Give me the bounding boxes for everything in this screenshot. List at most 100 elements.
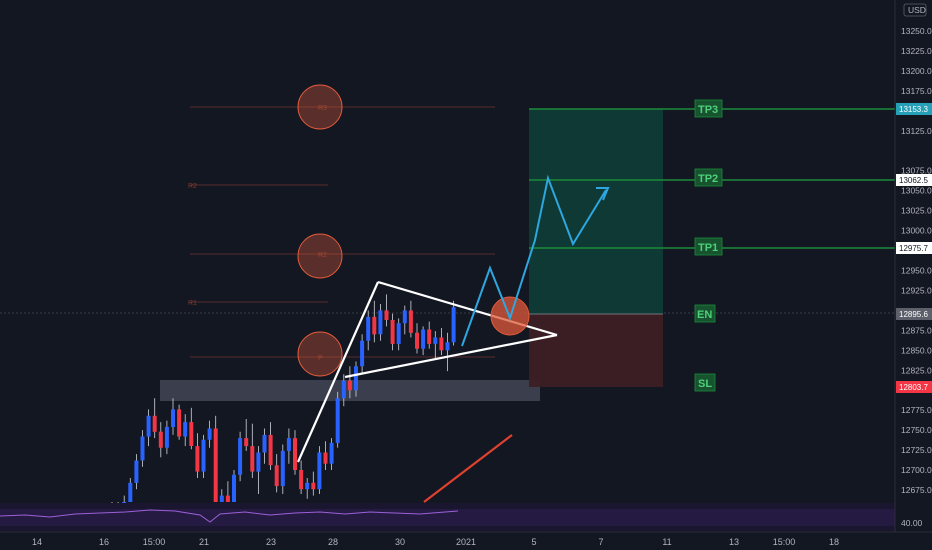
- price-tag-entry: [896, 308, 932, 320]
- pivot-label-p: P: [318, 355, 323, 362]
- candle: [256, 446, 261, 494]
- price-tick-label: 12850.0: [901, 345, 932, 355]
- pivot-circle-p: [297, 331, 343, 377]
- stop-loss-zone[interactable]: [529, 314, 663, 387]
- time-tick-label: 21: [199, 537, 209, 547]
- price-tag-stop-text: 12803.7: [899, 383, 928, 392]
- price-tick-label: 12775.0: [901, 405, 932, 415]
- candle: [122, 495, 127, 503]
- pivot-circle-r2: [297, 233, 343, 279]
- candle-body: [250, 446, 255, 472]
- entry-label: EN: [697, 309, 712, 321]
- price-tick-label: 13175.0: [901, 86, 932, 96]
- price-tag-tp2-text: 13062.5: [899, 176, 928, 185]
- candle-body: [134, 460, 139, 483]
- candle-body: [427, 329, 432, 344]
- price-tick-label: 13000.0: [901, 226, 932, 236]
- level-labels: TP3 TP2 TP1 EN SL: [694, 99, 723, 392]
- rsi-pane: [0, 503, 895, 533]
- candle: [317, 446, 322, 494]
- candle: [164, 420, 169, 455]
- candles: [110, 294, 456, 527]
- trendline-impulse: [296, 281, 380, 463]
- candle: [445, 332, 450, 372]
- candle: [213, 415, 218, 502]
- tp1-label: TP1: [698, 242, 718, 254]
- price-tick-label: 13200.0: [901, 66, 932, 76]
- candle: [384, 294, 389, 327]
- candle: [341, 374, 346, 407]
- candle: [219, 489, 224, 502]
- candle: [274, 454, 279, 493]
- time-tick-label: 16: [99, 537, 109, 547]
- candle: [158, 422, 163, 458]
- candle-body: [268, 434, 273, 466]
- price-tick-label: 12950.0: [901, 266, 932, 276]
- candle: [433, 331, 438, 359]
- candle: [244, 419, 249, 451]
- candle-body: [347, 380, 352, 391]
- candle: [354, 361, 358, 397]
- candle: [427, 321, 432, 349]
- candle: [366, 310, 371, 351]
- price-tag-tp3-text: 13153.3: [899, 105, 928, 114]
- candle-body: [262, 434, 267, 453]
- candle-body: [433, 337, 438, 344]
- take-profit-zone[interactable]: [529, 109, 663, 314]
- candle: [183, 414, 188, 447]
- candle-body: [244, 438, 249, 447]
- tp1-label-box: [694, 237, 723, 256]
- triangle-pattern[interactable]: [296, 280, 558, 463]
- price-tick-label: 13075.0: [901, 166, 932, 176]
- candle-body: [305, 482, 310, 490]
- candle: [335, 391, 340, 448]
- candle: [439, 328, 444, 356]
- candle-body: [293, 438, 297, 470]
- price-tick-label: 13025.0: [901, 206, 932, 216]
- candle: [232, 470, 236, 502]
- time-tick-label: 14: [32, 537, 42, 547]
- price-tag-tp1-text: 12975.7: [899, 244, 928, 253]
- triangle-lower: [344, 333, 558, 379]
- time-tick-label: 11: [662, 537, 671, 547]
- candle: [402, 305, 407, 335]
- projection-path[interactable]: [461, 174, 610, 347]
- candle-body: [189, 422, 194, 446]
- candle: [286, 428, 291, 464]
- price-tag-stop: [896, 381, 932, 393]
- time-axis[interactable]: 14 16 15:00 21 23 28 30 2021 5 7 11 13 15:00 18: [0, 531, 932, 547]
- currency-badge: [903, 3, 927, 17]
- sl-label: SL: [698, 378, 712, 390]
- candle-body: [158, 431, 163, 448]
- time-tick-label: 18: [829, 537, 839, 547]
- candle-body: [152, 415, 157, 432]
- candle: [177, 404, 182, 440]
- candle-body: [390, 320, 395, 344]
- time-tick-label: 28: [328, 537, 338, 547]
- candle-body: [171, 409, 175, 427]
- red-trendline[interactable]: [423, 434, 513, 503]
- rsi-line: [0, 509, 459, 523]
- candle: [128, 478, 133, 502]
- candle: [195, 433, 200, 478]
- time-tick-label: 7: [598, 537, 603, 547]
- price-tick-label: 12875.0: [901, 325, 932, 335]
- price-tick-label: 12750.0: [901, 425, 932, 435]
- tp3-label-box: [694, 99, 723, 118]
- candle: [171, 398, 175, 435]
- candle-body: [402, 310, 407, 324]
- candle-body: [280, 450, 285, 486]
- candle: [299, 460, 304, 494]
- time-tick-labels: 14 16 15:00 21 23 28 30 2021 5 7 11 13 15:00 18: [32, 537, 839, 547]
- candle: [280, 444, 285, 494]
- candle-body: [317, 452, 322, 490]
- price-axis[interactable]: 12675.0 12700.0 12725.0 12750.0 12775.0 12825…: [894, 0, 932, 550]
- tp2-label: TP2: [698, 173, 718, 185]
- candle-body: [378, 310, 383, 335]
- candle: [268, 422, 273, 470]
- candle-body: [311, 482, 316, 490]
- candle-body: [225, 495, 230, 502]
- candle-body: [415, 332, 419, 349]
- candle-body: [445, 342, 450, 351]
